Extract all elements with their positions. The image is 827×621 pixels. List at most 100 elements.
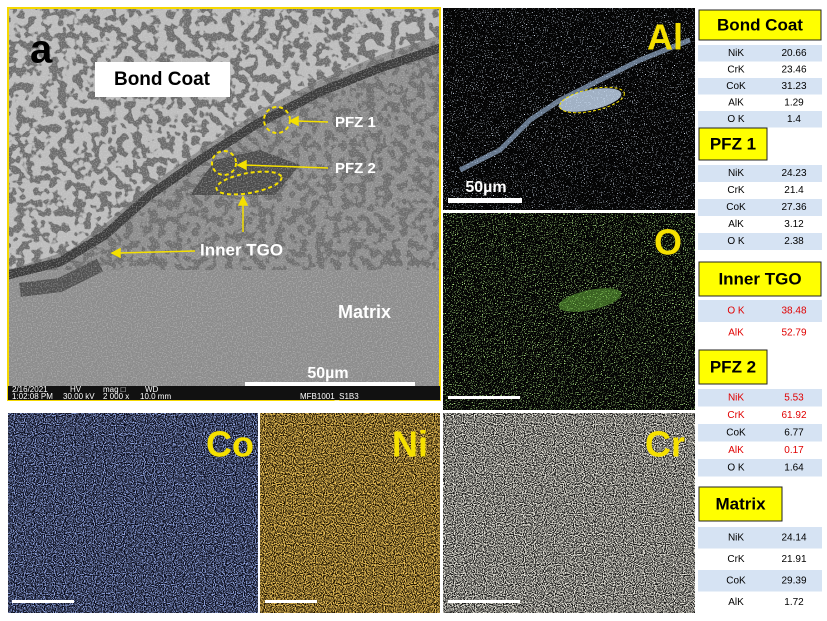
table-cell: 24.23 — [781, 168, 806, 179]
table-row — [698, 216, 822, 233]
table-row — [698, 61, 822, 78]
annotation: PFZ 1 — [335, 114, 376, 131]
scale-label: 50µm — [465, 179, 506, 196]
table-cell: 52.79 — [781, 328, 806, 339]
table-cell: 5.53 — [784, 392, 804, 403]
info-text: mag □ — [103, 385, 126, 394]
table-cell: CrK — [727, 64, 745, 75]
info-text: 10.0 mm — [140, 392, 171, 401]
panel-label: a — [30, 28, 53, 72]
table-cell: O K — [727, 114, 745, 125]
table-cell: NiK — [728, 392, 744, 403]
table-cell: CoK — [726, 575, 746, 586]
table-cell: CoK — [726, 81, 746, 92]
table-title: PFZ 2 — [710, 357, 756, 376]
scale-label: 50µm — [307, 365, 348, 382]
map-label: Ni — [392, 424, 428, 465]
table-row — [698, 182, 822, 199]
table-row — [698, 570, 822, 592]
map-co — [8, 413, 258, 613]
table-title: Matrix — [715, 494, 766, 513]
table-cell: CrK — [727, 554, 745, 565]
table-cell: O K — [727, 306, 745, 317]
table-cell: O K — [727, 462, 745, 473]
table-cell: 21.4 — [784, 185, 804, 196]
table-cell: 38.48 — [781, 306, 806, 317]
table-row — [698, 591, 822, 613]
table-title-box — [698, 486, 783, 522]
table-cell: 1.72 — [784, 597, 804, 608]
info-text: 2 000 x — [103, 392, 129, 401]
table-cell: 20.66 — [781, 48, 806, 59]
table-title-box — [698, 127, 768, 161]
table-title-box — [698, 349, 768, 385]
table-row — [698, 111, 822, 128]
table-cell: 1.4 — [787, 114, 801, 125]
table-cell: CoK — [726, 427, 746, 438]
table-cell: 21.91 — [781, 554, 806, 565]
table-cell: 27.36 — [781, 202, 806, 213]
table-cell: NiK — [728, 532, 744, 543]
table-cell: 29.39 — [781, 575, 806, 586]
info-text: WD — [145, 385, 159, 394]
table-title: Bond Coat — [717, 15, 803, 34]
table-cell: NiK — [728, 48, 744, 59]
table-row — [698, 459, 822, 477]
arrows — [110, 115, 329, 259]
table-row — [698, 406, 822, 424]
map-al — [443, 8, 695, 210]
map-label: O — [654, 222, 682, 263]
map-o — [443, 213, 695, 410]
table-cell: O K — [727, 236, 745, 247]
table-cell: 24.14 — [781, 532, 806, 543]
map-label: Co — [206, 424, 254, 465]
table-row — [698, 199, 822, 216]
table-cell: 0.17 — [784, 445, 804, 456]
table-title: Inner TGO — [718, 269, 801, 288]
table-row — [698, 94, 822, 111]
table-cell: 3.12 — [784, 219, 804, 230]
table-cell: 2.38 — [784, 236, 804, 247]
scale-bar — [448, 198, 522, 203]
table-cell: CoK — [726, 202, 746, 213]
table-row — [698, 548, 822, 570]
table-cell: 1.64 — [784, 462, 804, 473]
table-cell: 31.23 — [781, 81, 806, 92]
table-cell: AlK — [728, 328, 744, 339]
table-title: PFZ 1 — [710, 134, 756, 153]
table-row — [698, 78, 822, 95]
annotation: Inner TGO — [200, 240, 283, 259]
table-cell: AlK — [728, 219, 744, 230]
table-cell: 61.92 — [781, 410, 806, 421]
map-cr — [443, 413, 695, 613]
table-title-box — [698, 9, 822, 41]
annotation: Matrix — [338, 302, 391, 322]
table-row — [698, 322, 822, 344]
map-ni — [260, 413, 440, 613]
annotation: Bond Coat — [114, 69, 211, 90]
table-row — [698, 233, 822, 250]
info-bar — [8, 386, 440, 400]
table-cell: 1.29 — [784, 97, 804, 108]
table-cell: CrK — [727, 185, 745, 196]
map-label: Al — [647, 17, 683, 58]
info-text: 2/16/2021 — [12, 385, 48, 394]
table-cell: CrK — [727, 410, 745, 421]
table-cell: 6.77 — [784, 427, 804, 438]
table-row — [698, 165, 822, 182]
label-box — [95, 62, 230, 97]
info-text: 1:02:08 PM — [12, 392, 53, 401]
map-label: Cr — [645, 424, 685, 465]
table-row — [698, 424, 822, 442]
table-row — [698, 300, 822, 322]
table-row — [698, 527, 822, 549]
table-cell: AlK — [728, 597, 744, 608]
region-markers — [211, 106, 291, 196]
annotation: PFZ 2 — [335, 160, 376, 177]
table-row — [698, 45, 822, 62]
table-cell: AlK — [728, 445, 744, 456]
table-cell: AlK — [728, 97, 744, 108]
info-text: HV — [70, 385, 82, 394]
